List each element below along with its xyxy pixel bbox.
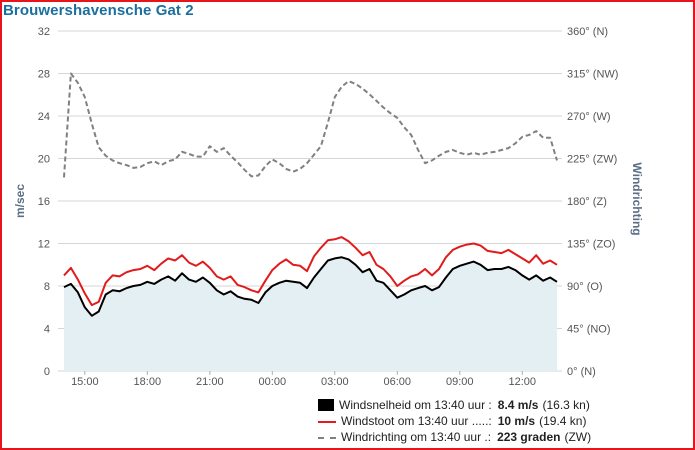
point-windrichting [265, 166, 266, 167]
point-windrichting [362, 88, 363, 89]
y2-tick-label: 315° (NW) [567, 69, 618, 81]
point-windrichting [154, 161, 155, 162]
point-windrichting [161, 165, 162, 166]
point-windrichting [91, 123, 92, 124]
y-tick-label: 28 [38, 69, 50, 81]
station-title: Brouwershavensche Gat 2 [3, 2, 194, 19]
speed-area-group [64, 257, 557, 371]
series-windstoot [63, 236, 558, 307]
legend: Windsnelheid om 13:40 uur : 8.4 m/s (16.… [318, 397, 591, 445]
x-tick-label: 00:00 [259, 376, 287, 388]
point-windrichting [480, 154, 481, 155]
direction-dash-icon [318, 437, 336, 439]
right-axis-title: Windrichting [630, 162, 644, 235]
legend-value: 223 graden [497, 430, 561, 444]
point-windrichting [320, 146, 321, 147]
y2-tick-label: 360° (N) [567, 26, 608, 38]
legend-item-direction[interactable]: Windrichting om 13:40 uur .: 223 graden … [318, 429, 591, 445]
point-windrichting [348, 81, 349, 82]
legend-extra: (ZW) [564, 430, 592, 444]
right-axis-ticks: 0° (N) 45° (NO) 90° (O) 135° (ZO) 180° (Z) 22… [567, 26, 618, 378]
y-tick-label: 16 [38, 196, 50, 208]
y-tick-label: 32 [38, 26, 50, 38]
left-axis-ticks: 0 4 8 12 16 20 24 28 32 [38, 26, 50, 378]
x-tick-label: 15:00 [71, 376, 99, 388]
y2-tick-label: 45° (NO) [567, 324, 611, 336]
x-tick-label: 09:00 [446, 376, 474, 388]
series-lines [63, 72, 558, 317]
legend-value: 8.4 m/s [497, 398, 539, 412]
y-tick-label: 4 [44, 324, 50, 336]
x-tick-label: 12:00 [509, 376, 537, 388]
y-tick-label: 0 [44, 366, 50, 378]
series-windrichting [63, 72, 558, 178]
point-windrichting [230, 155, 231, 156]
legend-extra: (19.4 kn) [539, 414, 587, 428]
speed-area [64, 257, 557, 371]
legend-label: Windstoot om 13:40 uur .....: [341, 414, 492, 428]
point-windrichting [355, 83, 356, 84]
y2-tick-label: 90° (O) [567, 281, 603, 293]
y-tick-label: 12 [38, 239, 50, 251]
x-axis-ticks: 15:00 18:00 21:00 00:00 03:00 06:00 09:00 12:00 [71, 371, 536, 388]
x-tick-label: 03:00 [321, 376, 349, 388]
point-windrichting [202, 156, 203, 157]
left-axis-title: m/sec [13, 184, 27, 218]
point-windrichting [473, 152, 474, 153]
y-tick-label: 24 [38, 111, 50, 123]
legend-item-speed[interactable]: Windsnelheid om 13:40 uur : 8.4 m/s (16.… [318, 397, 591, 413]
legend-extra: (16.3 kn) [542, 398, 590, 412]
legend-item-gust[interactable]: Windstoot om 13:40 uur .....: 10 m/s (19… [318, 413, 591, 429]
speed-swatch-icon [318, 399, 334, 411]
y-tick-label: 20 [38, 154, 50, 166]
point-windrichting [341, 86, 342, 87]
x-tick-label: 21:00 [196, 376, 224, 388]
y2-tick-label: 225° (ZW) [567, 154, 617, 166]
series-windsnelheid [63, 256, 558, 317]
gust-line-icon [318, 421, 336, 423]
point-windrichting [168, 161, 169, 162]
y2-tick-label: 0° (N) [567, 366, 596, 378]
legend-value: 10 m/s [497, 414, 536, 428]
legend-label: Windsnelheid om 13:40 uur : [339, 398, 492, 412]
x-tick-label: 06:00 [384, 376, 412, 388]
y-tick-label: 8 [44, 281, 50, 293]
point-windrichting [195, 156, 196, 157]
y2-tick-label: 180° (Z) [567, 196, 607, 208]
y2-tick-label: 270° (W) [567, 111, 611, 123]
point-windrichting [466, 154, 467, 155]
legend-label: Windrichting om 13:40 uur .: [341, 430, 492, 444]
y2-tick-label: 135° (ZO) [567, 239, 615, 251]
x-tick-label: 18:00 [134, 376, 162, 388]
point-windrichting [327, 122, 328, 123]
